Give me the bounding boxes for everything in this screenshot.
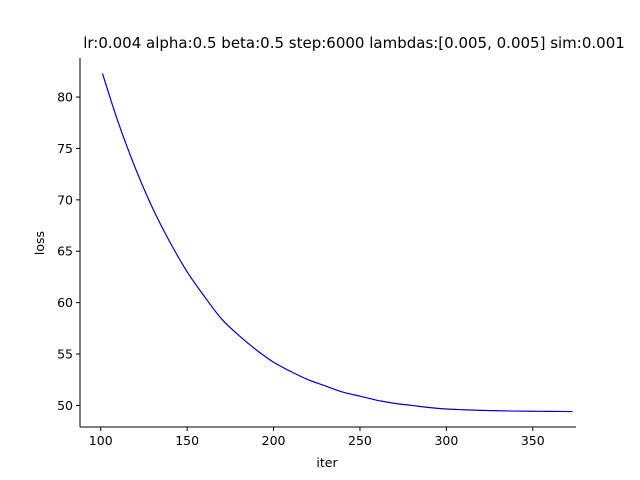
y-tick-label: 75 [57, 141, 73, 156]
x-tick-label: 350 [521, 433, 545, 448]
x-axis-label: iter [316, 455, 338, 470]
loss-series-line [101, 73, 573, 413]
y-tick-label: 50 [57, 398, 73, 413]
y-tick-label: 70 [57, 192, 73, 207]
y-tick-label: 60 [57, 295, 73, 310]
x-tick-label: 200 [262, 433, 286, 448]
x-tick-label: 300 [434, 433, 458, 448]
y-tick-label: 55 [57, 347, 73, 362]
x-tick-label: 250 [348, 433, 372, 448]
chart-title: lr:0.004 alpha:0.5 beta:0.5 step:6000 la… [83, 34, 625, 52]
y-axis-label: loss [32, 231, 47, 255]
y-tick-label: 65 [57, 244, 73, 259]
plot-area: 100 150 200 250 300 350 50 55 60 65 70 75 80 [57, 58, 576, 448]
y-tick-label: 80 [57, 90, 73, 105]
x-tick-label: 150 [175, 433, 199, 448]
x-tick-label: 100 [89, 433, 113, 448]
